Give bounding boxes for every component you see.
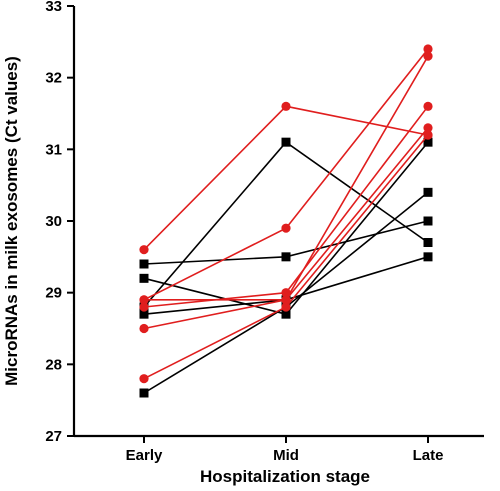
data-point-circle: [423, 51, 433, 61]
data-point-circle: [281, 101, 291, 111]
data-point-square: [139, 388, 149, 398]
data-point-circle: [281, 302, 291, 312]
data-point-square: [281, 309, 291, 319]
series-red: [139, 51, 433, 305]
data-point-square: [423, 137, 433, 147]
data-point-circle: [281, 295, 291, 305]
x-ticks: Early Mid Late: [126, 436, 444, 464]
series-black: [139, 137, 433, 319]
data-point-square: [423, 252, 433, 262]
y-tick-label: 33: [45, 0, 62, 15]
data-point-circle: [423, 130, 433, 140]
y-tick-label: 32: [45, 70, 62, 87]
data-point-circle: [281, 288, 291, 298]
data-point-circle: [139, 245, 149, 255]
series-red: [139, 130, 433, 384]
series-red: [139, 123, 433, 334]
axes: [72, 6, 484, 438]
series-red: [139, 101, 433, 312]
data-point-square: [423, 187, 433, 197]
x-axis-title: Hospitalization stage: [200, 467, 370, 486]
data-point-circle: [281, 223, 291, 233]
x-tick-label: Mid: [273, 447, 299, 464]
data-point-square: [423, 216, 433, 226]
data-point-circle: [139, 295, 149, 305]
y-tick-label: 27: [45, 428, 62, 445]
data-point-square: [139, 309, 149, 319]
data-point-circle: [139, 323, 149, 334]
series-black: [139, 216, 433, 269]
data-point-square: [281, 137, 291, 147]
y-ticks: 27 28 29 30 31 32 33: [45, 0, 74, 445]
data-point-circle: [423, 44, 433, 54]
data-point-square: [423, 238, 433, 247]
series-line: [144, 55, 429, 301]
data-point-square: [139, 273, 149, 283]
y-tick-label: 28: [45, 356, 62, 373]
data-point-square: [281, 252, 291, 262]
series-layer: [139, 44, 433, 398]
x-tick-label: Late: [413, 447, 444, 464]
y-tick-label: 30: [45, 213, 62, 230]
data-point-square: [139, 259, 149, 269]
y-tick-label: 31: [45, 141, 62, 158]
x-tick-label: Early: [126, 447, 163, 464]
data-point-circle: [139, 302, 149, 312]
data-point-circle: [139, 374, 149, 384]
y-axis-title: MicroRNAs in milk exosomes (Ct values): [2, 56, 21, 386]
data-point-circle: [423, 101, 433, 111]
data-point-circle: [423, 123, 433, 133]
y-tick-label: 29: [45, 285, 62, 302]
